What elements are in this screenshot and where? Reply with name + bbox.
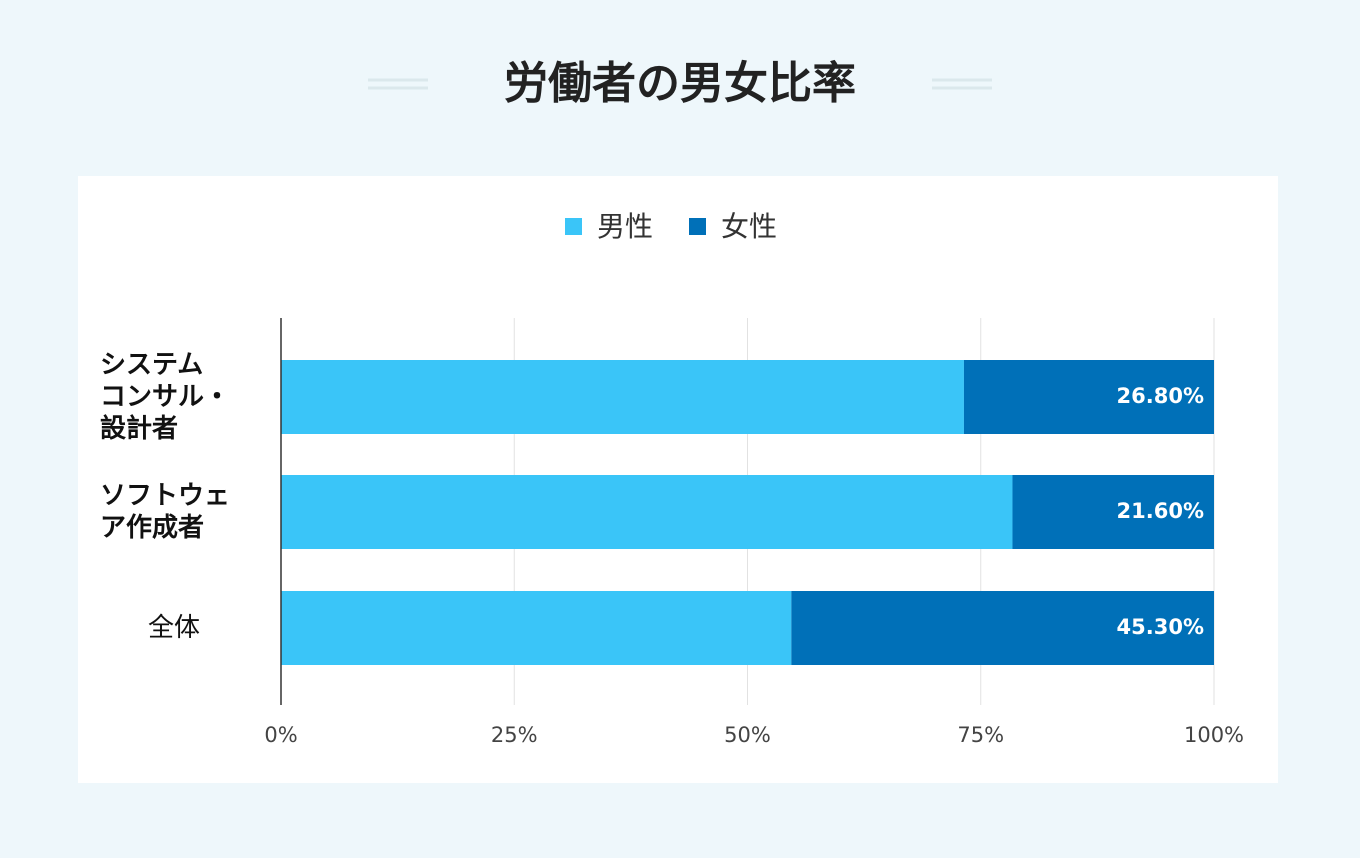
data-label: 26.80% [1117,384,1204,408]
y-tick-label: 全体 [148,613,201,643]
chart-title: 労働者の男女比率 [504,58,856,109]
data-label: 45.30% [1117,615,1204,639]
x-tick-label: 50% [724,723,771,747]
bar-segment [281,360,964,434]
y-tick-label: システム コンサル・ 設計者 [100,350,231,444]
y-tick-label: ソフトウェ ア作成者 [100,481,231,543]
legend-label: 男性 [597,210,653,243]
bar-segment [791,591,1214,665]
x-tick-label: 25% [491,723,538,747]
data-label: 21.60% [1117,499,1204,523]
bar-segment [281,591,792,665]
legend-swatch [689,218,706,235]
bar-segment [281,475,1013,549]
x-tick-label: 75% [957,723,1004,747]
legend-label: 女性 [721,210,777,243]
legend-swatch [565,218,582,235]
bar-segment [963,360,1214,434]
x-tick-label: 100% [1184,723,1244,747]
x-tick-label: 0% [264,723,297,747]
bar-segment [1012,475,1214,549]
